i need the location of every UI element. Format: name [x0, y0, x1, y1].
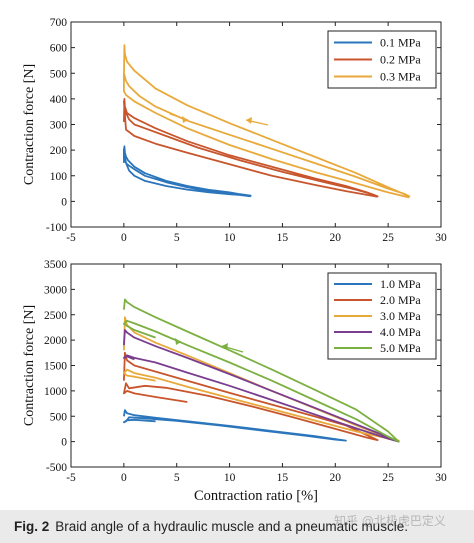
- legend: 0.1 MPa 0.2 MPa 0.3 MPa: [327, 30, 437, 89]
- legend-label-3: 0.3 MPa: [380, 70, 421, 84]
- legend-label-5: 5.0 MPa: [380, 341, 421, 355]
- x-tick-label: 5: [174, 472, 180, 484]
- legend-label-4: 4.0 MPa: [380, 325, 421, 339]
- chart-panel-2: -5 0 5 10 15 20 25 30 -500 0 500 1000 1500 2000 2500 30…: [22, 259, 447, 504]
- y-tick-label: 300: [50, 120, 68, 132]
- direction-arrowhead-3: [175, 338, 181, 345]
- series-line-1: [123, 145, 252, 198]
- direction-arrowhead-1: [182, 116, 188, 123]
- y-tick-label: 2500: [44, 310, 67, 322]
- x-tick-label: 10: [224, 472, 236, 484]
- figure-caption: Fig. 2 Braid angle of a hydraulic muscle…: [0, 510, 474, 543]
- y-tick-label: 0: [61, 437, 67, 449]
- series-line-5: [123, 298, 400, 443]
- series-line-4: [123, 329, 400, 443]
- legend-label-1: 1.0 MPa: [380, 277, 421, 291]
- x-tick-label: -5: [66, 232, 76, 244]
- x-tick-label: 30: [435, 232, 447, 244]
- series-line-3: [123, 44, 411, 199]
- x-tick-label: 15: [277, 472, 289, 484]
- x-tick-label: 25: [382, 232, 394, 244]
- y-tick-label: 500: [50, 68, 68, 80]
- y-tick-label: 600: [50, 43, 68, 55]
- x-tick-label: 25: [382, 472, 394, 484]
- y-tick-label: 2000: [44, 335, 67, 347]
- x-tick-label: 0: [121, 472, 127, 484]
- x-tick-label: 15: [277, 232, 289, 244]
- x-tick-label: 0: [121, 232, 127, 244]
- x-tick-label: 10: [224, 232, 236, 244]
- x-tick-label: 20: [330, 232, 342, 244]
- y-axis-label: Contraction force [N]: [22, 64, 37, 185]
- figure-canvas: -5 0 5 10 15 20 25 30-1000100200300400500600700…: [22, 17, 447, 504]
- y-tick-label: -100: [46, 222, 67, 234]
- y-tick-label: 3500: [44, 259, 67, 271]
- y-tick-label: 100: [50, 171, 68, 183]
- watermark-text: 知乎 @北极虎巴定义: [334, 514, 446, 528]
- series-line-2: [123, 351, 379, 442]
- y-tick-label: -500: [46, 462, 67, 474]
- chart-panel-1: -5 0 5 10 15 20 25 30 -100 0 100 200 300 400 500 600 700…: [22, 17, 447, 244]
- series-line-2: [123, 98, 379, 198]
- y-tick-label: 500: [50, 411, 68, 423]
- x-tick-label: 5: [174, 232, 180, 244]
- caption-text: Braid angle of a hydraulic muscle and a …: [55, 519, 408, 534]
- y-axis-label: Contraction force [N]: [22, 305, 37, 426]
- series-line-1: [123, 409, 347, 442]
- direction-arrowhead-2: [246, 117, 252, 124]
- x-tick-label: -5: [66, 472, 76, 484]
- x-axis-label: Contraction ratio [%]: [194, 488, 318, 504]
- y-tick-label: 3000: [44, 284, 67, 296]
- y-tick-label: 200: [50, 145, 68, 157]
- x-tick-label: 20: [330, 472, 342, 484]
- legend-label-3: 3.0 MPa: [380, 309, 421, 323]
- y-tick-label: 0: [61, 196, 67, 208]
- direction-arrowhead-4: [222, 343, 228, 350]
- y-tick-label: 400: [50, 94, 68, 106]
- x-tick-label: 30: [435, 472, 447, 484]
- legend-label-2: 0.2 MPa: [380, 53, 421, 67]
- legend: 1.0 MPa 2.0 MPa 3.0 MPa 4.0 MPa 5.0 MPa: [327, 272, 437, 360]
- caption-label: Fig. 2: [14, 519, 50, 534]
- y-tick-label: 1000: [44, 386, 67, 398]
- legend-label-1: 0.1 MPa: [380, 36, 421, 50]
- legend-label-2: 2.0 MPa: [380, 293, 421, 307]
- y-tick-label: 1500: [44, 361, 67, 373]
- y-tick-label: 700: [50, 17, 68, 29]
